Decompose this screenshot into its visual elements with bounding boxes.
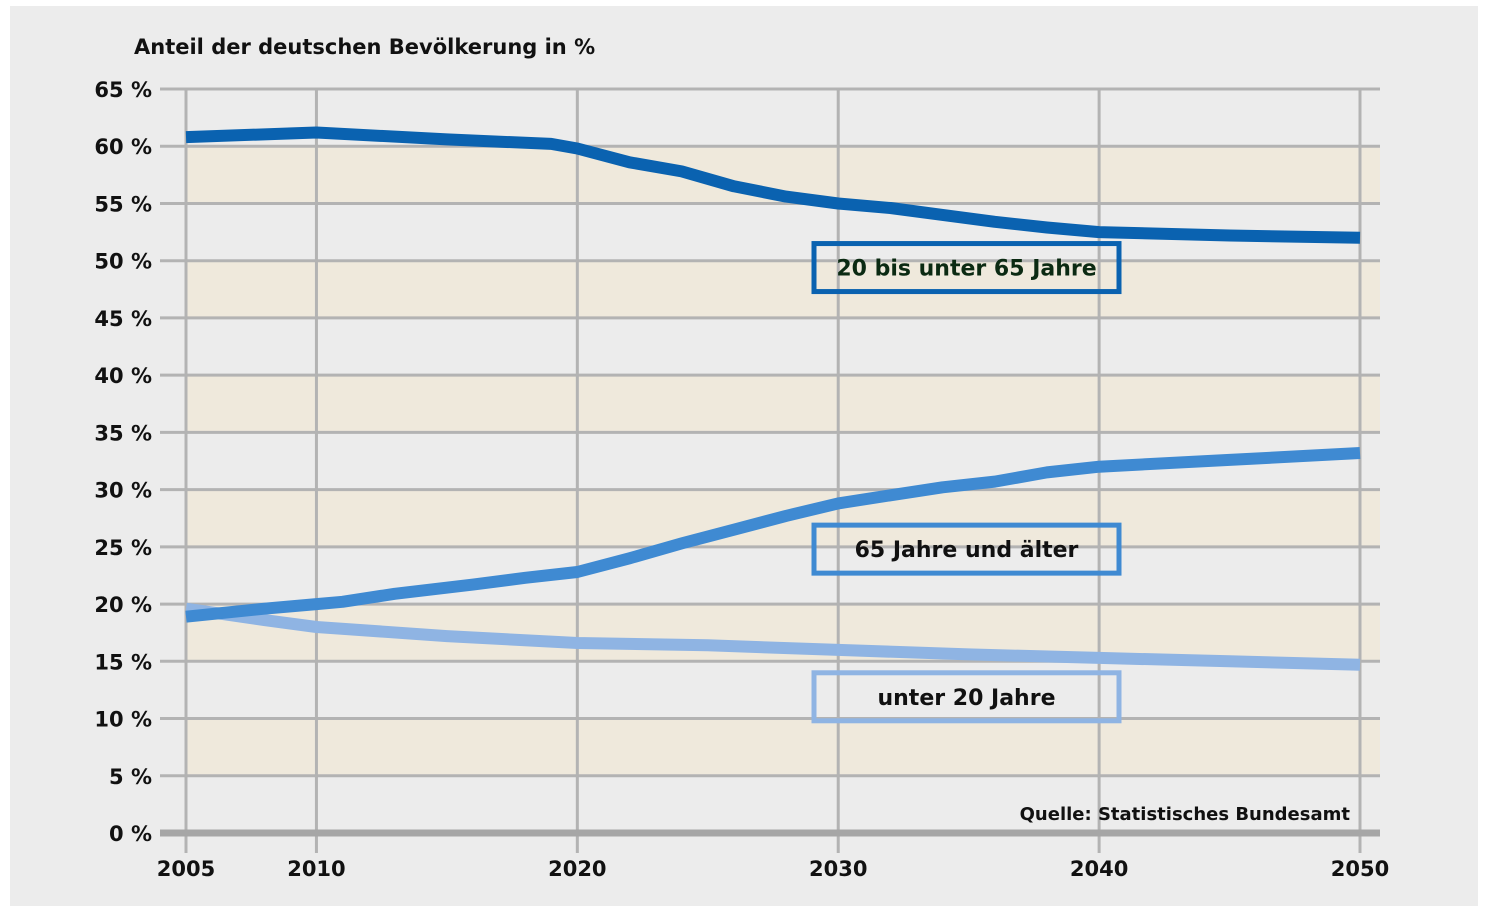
y-tick-label: 45 % xyxy=(94,307,152,331)
series-label: 65 Jahre und älter xyxy=(855,538,1079,563)
plot-band xyxy=(186,260,1380,318)
plot-band xyxy=(186,375,1380,433)
series-line-2 xyxy=(185,602,1361,671)
plot-band xyxy=(186,661,1380,719)
y-tick-label: 20 % xyxy=(94,593,152,617)
y-tick-label: 40 % xyxy=(94,364,152,388)
x-tick-label: 2030 xyxy=(809,857,867,881)
y-tick-label: 50 % xyxy=(94,250,152,274)
y-tick-label: 60 % xyxy=(94,135,152,159)
x-tick-label: 2050 xyxy=(1331,857,1389,881)
plot-band xyxy=(186,718,1380,776)
source-note: Quelle: Statistisches Bundesamt xyxy=(1020,804,1351,825)
x-tick-label: 2040 xyxy=(1070,857,1128,881)
series-line-0 xyxy=(185,126,1361,244)
x-tick-label: 2010 xyxy=(287,857,345,881)
grid-lines xyxy=(160,87,1380,853)
plot-band xyxy=(186,775,1380,833)
y-tick-label: 0 % xyxy=(109,822,152,846)
chart-frame: 0 % 5 % 10 % 15 % 20 % 25 % 30 % 35 % 40 % 45 % 50… xyxy=(10,6,1478,906)
y-tick-label: 30 % xyxy=(94,479,152,503)
series-lines xyxy=(185,126,1361,671)
y-tick-label: 10 % xyxy=(94,708,152,732)
y-tick-label: 55 % xyxy=(94,192,152,216)
y-tick-label: 25 % xyxy=(94,536,152,560)
line-chart: 0 % 5 % 10 % 15 % 20 % 25 % 30 % 35 % 40 % 45 % 50… xyxy=(94,35,1389,881)
series-label-box xyxy=(811,241,1122,295)
y-tick-label: 35 % xyxy=(94,421,152,445)
series-label-box xyxy=(811,670,1122,724)
y-axis-label: Anteil der deutschen Bevölkerung in % xyxy=(134,35,595,59)
series-labels: 20 bis unter 65 Jahre 65 Jahre und älter u… xyxy=(811,241,1122,724)
series-label-box xyxy=(811,522,1122,576)
series-label: 20 bis unter 65 Jahre xyxy=(836,257,1096,282)
series-line-1 xyxy=(185,447,1361,623)
series-label: unter 20 Jahre xyxy=(877,686,1055,711)
x-tick-label: 2020 xyxy=(548,857,606,881)
plot-band xyxy=(186,317,1380,376)
x-tick-labels: 2005 2010 2020 2030 2040 2050 xyxy=(157,857,1389,881)
plot-bands xyxy=(186,89,1380,833)
y-tick-label: 5 % xyxy=(109,765,152,789)
y-tick-label: 65 % xyxy=(94,78,152,102)
x-tick-label: 2005 xyxy=(157,857,215,881)
y-tick-label: 15 % xyxy=(94,650,152,674)
y-tick-labels: 0 % 5 % 10 % 15 % 20 % 25 % 30 % 35 % 40 % 45 % 50… xyxy=(94,78,152,846)
